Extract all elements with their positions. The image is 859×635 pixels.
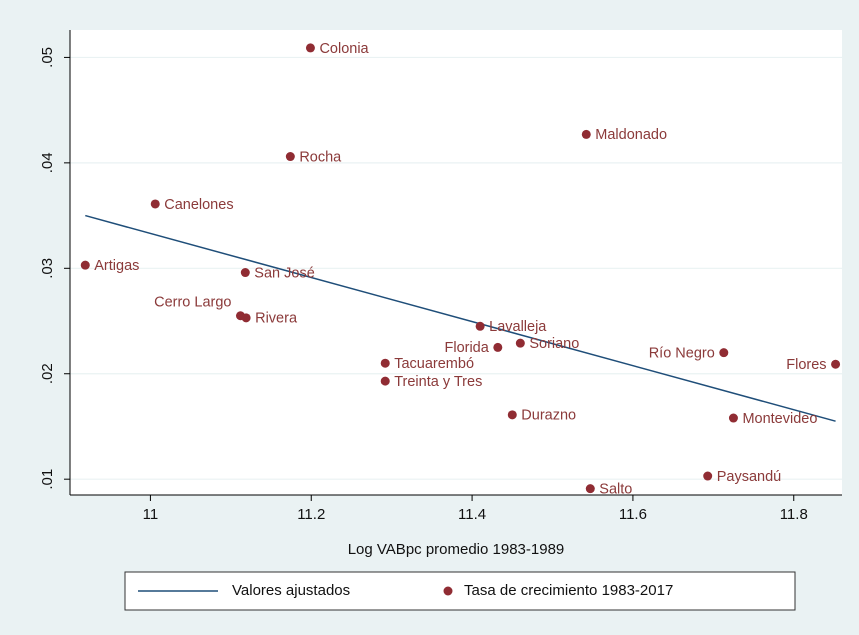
- point-label: Rocha: [299, 149, 342, 165]
- y-tick-label: .01: [39, 469, 56, 490]
- y-tick-label: .04: [39, 152, 56, 173]
- point: [150, 199, 160, 209]
- point: [285, 152, 295, 162]
- point-label: Canelones: [164, 197, 233, 213]
- point-label: San José: [254, 265, 314, 281]
- point-label: Rivera: [255, 311, 298, 327]
- legend-label: Tasa de crecimiento 1983-2017: [464, 582, 673, 599]
- legend-label: Valores ajustados: [232, 582, 350, 599]
- plot-area: [70, 30, 842, 495]
- x-axis-label: Log VABpc promedio 1983-1989: [348, 541, 565, 558]
- x-tick-label: 11.6: [619, 506, 647, 523]
- point-label: Montevideo: [742, 411, 817, 427]
- point-label: Salto: [599, 482, 632, 498]
- point-label: Flores: [786, 357, 826, 373]
- point-label: Maldonado: [595, 127, 667, 143]
- point-label: Tacuarembó: [394, 356, 474, 372]
- point: [493, 342, 503, 352]
- y-tick-label: .02: [39, 363, 56, 384]
- point: [507, 410, 517, 420]
- point: [831, 359, 841, 369]
- point-label: Lavalleja: [489, 319, 547, 335]
- point-label: Río Negro: [649, 345, 715, 361]
- point-label: Durazno: [521, 408, 576, 424]
- point-label: Artigas: [94, 258, 139, 274]
- point-label: Florida: [444, 340, 489, 356]
- fitted-line: [85, 214, 836, 422]
- x-tick-label: 11.2: [297, 506, 325, 523]
- point: [515, 338, 525, 348]
- point: [475, 321, 485, 331]
- point: [703, 471, 713, 481]
- point: [380, 376, 390, 386]
- legend: [124, 571, 796, 611]
- legend-marker: [443, 586, 453, 596]
- point-label: Colonia: [319, 41, 369, 57]
- y-tick-label: .03: [39, 258, 56, 279]
- point: [728, 413, 738, 423]
- point: [305, 43, 315, 53]
- x-tick-label: 11: [143, 506, 159, 523]
- point: [240, 268, 250, 278]
- y-tick-label: .05: [39, 47, 56, 68]
- point-label: Paysandú: [717, 469, 782, 485]
- point: [80, 260, 90, 270]
- point-label: Cerro Largo: [154, 295, 231, 311]
- point: [380, 358, 390, 368]
- x-tick-label: 11.4: [458, 506, 486, 523]
- point: [581, 129, 591, 139]
- x-tick-label: 11.8: [780, 506, 808, 523]
- point: [585, 484, 595, 494]
- point: [719, 348, 729, 358]
- point: [241, 313, 251, 323]
- point-label: Treinta y Tres: [394, 374, 482, 390]
- point-label: Soriano: [529, 336, 579, 352]
